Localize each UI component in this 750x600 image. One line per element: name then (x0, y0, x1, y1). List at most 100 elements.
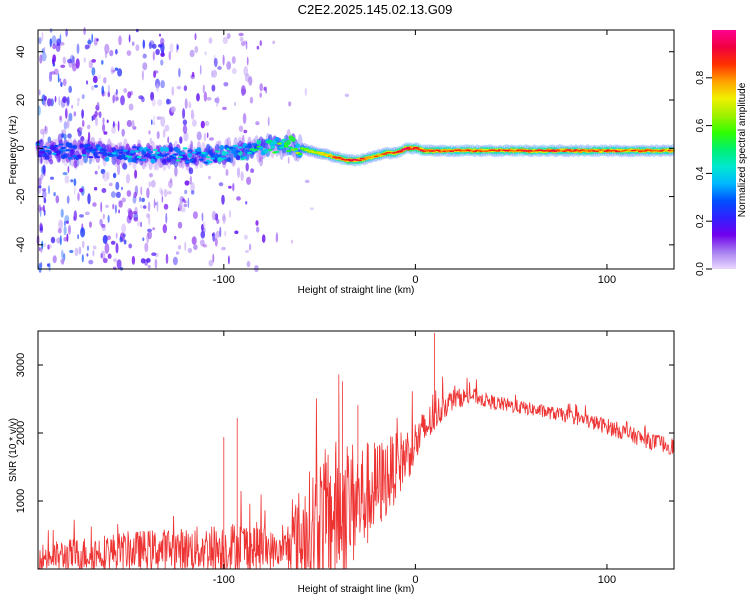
spectrogram-noise-blob (42, 164, 46, 174)
spectrogram-ridge-cell (221, 157, 227, 160)
spectrogram-noise-blob (60, 208, 64, 218)
spectrogram-noise-blob (203, 132, 207, 142)
spectrogram-noise-blob (231, 56, 236, 64)
spectrogram-ridge-cell (189, 158, 195, 161)
spectrogram-noise-blob (97, 165, 100, 170)
spectrogram-noise-blob (214, 237, 218, 247)
spectrogram-noise-blob (140, 221, 142, 228)
spectrogram-noise-blob (92, 250, 95, 257)
spectrogram-ridge-cell (286, 149, 291, 153)
spectrogram-noise-blob (149, 137, 153, 144)
spectrogram-noise-blob (62, 96, 67, 103)
spectrogram-noise-blob (153, 114, 155, 123)
spectrogram-ridge-cell (226, 157, 232, 163)
spectrogram-ridge-cell (97, 151, 103, 154)
spectrogram-ridge-cell (49, 147, 55, 150)
spectrogram-noise-blob (38, 204, 41, 213)
spectrogram-noise-blob (55, 195, 60, 204)
spectrogram-noise-blob (59, 34, 62, 44)
spectrogram-noise-blob (98, 111, 102, 118)
spectrogram-noise-blob (275, 232, 279, 243)
spectrogram-noise-blob (114, 67, 119, 71)
spectrogram-noise-blob (249, 96, 254, 104)
spectrogram-noise-blob (51, 35, 57, 46)
spectrogram-noise-blob (150, 180, 156, 188)
spectrogram-noise-blob (113, 258, 117, 263)
spectrogram-ridge-cell (93, 151, 98, 157)
spectrogram-ridge-cell (208, 160, 213, 163)
spectrogram-noise-blob (126, 190, 132, 197)
spectrogram-ridge-cell (60, 146, 66, 150)
spectrogram-ridge-cell (258, 146, 264, 150)
spectrogram-noise-blob (165, 253, 169, 264)
spectrogram-noise-blob (148, 130, 151, 135)
spectrogram-noise-blob (169, 177, 173, 184)
spectrogram-ridge-cell (270, 146, 275, 149)
spectrogram-ridge-cell (70, 146, 75, 149)
spectrogram-noise-blob (100, 201, 103, 213)
spectrogram-noise-blob (344, 93, 350, 98)
spectrogram-noise-blob (104, 91, 107, 96)
spectrogram-ridge-cell (70, 148, 75, 154)
spectrogram-noise-blob (111, 126, 116, 134)
spectrogram-ridge-cell (233, 144, 239, 147)
spectrogram-noise-blob (209, 137, 214, 141)
y-tick-label: 40 (15, 46, 27, 58)
spectrogram-noise-blob (96, 102, 100, 108)
spectrogram-noise-blob (201, 223, 204, 232)
colorbar-ticks: 0.0 0.2 0.4 0.6 0.8 (695, 70, 712, 276)
spectrogram-ridge-cell (86, 144, 91, 147)
spectrogram-ridge-cell (109, 154, 114, 157)
spectrogram-noise-blob (152, 227, 156, 231)
spectrogram-noise-blob (191, 71, 195, 78)
spectrogram-noise-blob (43, 243, 47, 247)
spectrogram-noise-blob (81, 240, 85, 249)
spectrogram-noise-blob (93, 37, 98, 46)
spectrogram-noise-blob (234, 230, 239, 235)
spectrogram-noise-blob (179, 136, 183, 144)
spectrogram-noise-blob (204, 51, 207, 56)
spectrogram-noise-blob (189, 175, 192, 185)
spectrogram-ridge-cell (293, 148, 298, 151)
spectrogram-noise-blob (202, 84, 205, 94)
spectrogram-noise-blob (71, 104, 73, 109)
spectrogram-noise-blob (212, 232, 216, 242)
spectrogram-noise-blob (140, 258, 146, 264)
spectrogram-noise-blob (58, 96, 61, 106)
spectrogram-noise-blob (90, 85, 95, 91)
spectrogram-ridge-cell (194, 148, 200, 152)
spectrogram-noise-blob (203, 91, 208, 102)
spectrogram-noise-blob (92, 75, 98, 84)
spectrogram-ridge-cell (288, 146, 294, 150)
spectrogram-noise-blob (267, 116, 270, 127)
spectrogram-noise-blob (125, 173, 131, 184)
spectrogram-noise-blob (259, 40, 262, 47)
spectrogram-noise-blob (67, 165, 70, 174)
spectrogram-noise-blob (180, 207, 186, 213)
spectrogram-noise-blob (227, 255, 230, 265)
spectrogram-ridge-cell (74, 156, 80, 159)
spectrogram-noise-blob (147, 201, 151, 212)
spectrogram-ridge-cell (143, 154, 149, 157)
spectrogram-noise-blob (59, 115, 62, 121)
spectrogram-noise-blob (68, 85, 72, 93)
spectrogram-noise-blob (87, 193, 91, 205)
spectrogram-noise-blob (131, 120, 135, 129)
y-tick-label: 20 (15, 94, 27, 106)
snr-ticks: -100 0 100 1000 2000 3000 (15, 331, 674, 586)
spectrogram-noise-blob (104, 51, 108, 59)
spectrogram-noise-blob (40, 156, 43, 164)
spectrogram-noise-blob (81, 119, 85, 128)
spectrogram-ridge-cell (318, 151, 324, 154)
spectrogram-noise-blob (101, 85, 104, 95)
spectrogram-noise-blob (131, 255, 136, 265)
spectrogram-ridge-cell (357, 159, 363, 162)
spectrogram-noise-blob (138, 95, 144, 100)
spectrogram-noise-blob (77, 98, 80, 102)
spectrogram-noise-blob (133, 217, 139, 222)
spectrogram-noise-blob (256, 226, 260, 233)
spectrogram-ridge-cell (260, 152, 266, 155)
spectrogram-noise-blob (170, 106, 176, 113)
spectrogram-noise-blob (86, 253, 89, 257)
spectrogram-noise-blob (73, 210, 78, 222)
